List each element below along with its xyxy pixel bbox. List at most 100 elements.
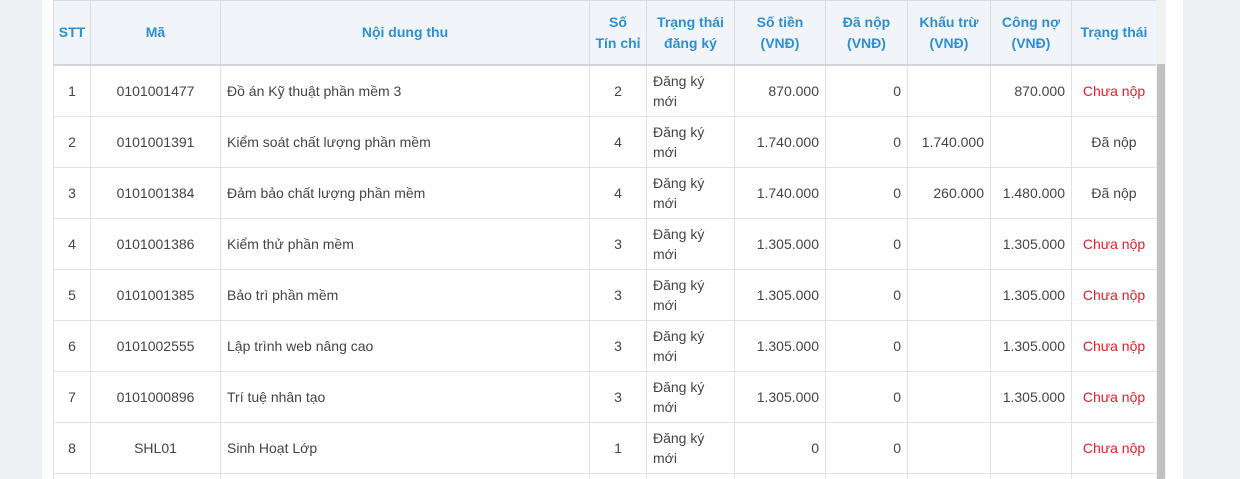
cell-credits: 2: [589, 64, 647, 117]
cell-debt: 1.305.000: [990, 320, 1072, 372]
header-amount[interactable]: Số tiền (VNĐ): [734, 0, 826, 66]
cell-deduction: [907, 320, 991, 372]
table-row-partial[interactable]: [53, 473, 1156, 479]
cell-debt: [990, 116, 1072, 168]
header-row: STT Mã Nội dung thu Số Tín chỉ Trạng thái…: [53, 0, 1156, 66]
cell-registration-status: Đăng ký mới: [646, 64, 735, 117]
cell-code: SHL01: [90, 422, 221, 474]
cell-code: 0101001385: [90, 269, 221, 321]
cell-status: Chưa nộp: [1071, 320, 1156, 372]
table-row[interactable]: 4 0101001386 Kiểm thử phần mềm 3 Đăng ký…: [53, 218, 1156, 270]
cell-content: Kiểm soát chất lượng phần mềm: [220, 116, 590, 168]
header-content[interactable]: Nội dung thu: [220, 0, 590, 66]
table-vertical-scrollbar[interactable]: [1156, 0, 1166, 479]
cell-registration-status: Đăng ký mới: [646, 320, 735, 372]
cell-content: Sinh Hoạt Lớp: [220, 422, 590, 474]
header-status[interactable]: Trạng thái: [1071, 0, 1156, 66]
cell-status: Đã nộp: [1071, 167, 1156, 219]
cell-deduction: 1.740.000: [907, 116, 991, 168]
cell-empty: [589, 473, 647, 479]
cell-paid: 0: [825, 422, 908, 474]
cell-debt: 1.480.000: [990, 167, 1072, 219]
cell-amount: 1.305.000: [734, 269, 826, 321]
table-row[interactable]: 1 0101001477 Đồ án Kỹ thuật phần mềm 3 2…: [53, 64, 1156, 117]
fee-table-container: STT Mã Nội dung thu Số Tín chỉ Trạng thái…: [53, 0, 1156, 479]
cell-deduction: [907, 371, 991, 423]
header-registration-status[interactable]: Trạng thái đăng ký: [646, 0, 735, 66]
cell-credits: 3: [589, 218, 647, 270]
cell-stt: 3: [53, 167, 91, 219]
table-row[interactable]: 7 0101000896 Trí tuệ nhân tạo 3 Đăng ký m…: [53, 371, 1156, 423]
cell-debt: 870.000: [990, 64, 1072, 117]
cell-status: Chưa nộp: [1071, 218, 1156, 270]
header-debt[interactable]: Công nợ (VNĐ): [990, 0, 1072, 66]
cell-deduction: [907, 269, 991, 321]
header-credits[interactable]: Số Tín chỉ: [589, 0, 647, 66]
cell-content: Lập trình web nâng cao: [220, 320, 590, 372]
header-code[interactable]: Mã: [90, 0, 221, 66]
cell-deduction: [907, 422, 991, 474]
cell-stt: 7: [53, 371, 91, 423]
cell-code: 0101001391: [90, 116, 221, 168]
cell-credits: 3: [589, 269, 647, 321]
cell-code: 0101001384: [90, 167, 221, 219]
table-row[interactable]: 5 0101001385 Bảo trì phần mềm 3 Đăng ký m…: [53, 269, 1156, 321]
fee-table: STT Mã Nội dung thu Số Tín chỉ Trạng thái…: [53, 0, 1156, 479]
cell-status: Chưa nộp: [1071, 269, 1156, 321]
cell-credits: 4: [589, 167, 647, 219]
cell-deduction: [907, 64, 991, 117]
header-paid[interactable]: Đã nộp (VNĐ): [825, 0, 908, 66]
cell-status: Chưa nộp: [1071, 64, 1156, 117]
cell-empty: [646, 473, 735, 479]
cell-stt: 8: [53, 422, 91, 474]
cell-registration-status: Đăng ký mới: [646, 116, 735, 168]
cell-status: Đã nộp: [1071, 116, 1156, 168]
cell-empty: [825, 473, 908, 479]
cell-paid: 0: [825, 320, 908, 372]
cell-paid: 0: [825, 371, 908, 423]
cell-empty: [90, 473, 221, 479]
cell-amount: 1.305.000: [734, 320, 826, 372]
cell-credits: 1: [589, 422, 647, 474]
table-row[interactable]: 8 SHL01 Sinh Hoạt Lớp 1 Đăng ký mới 0 0 C…: [53, 422, 1156, 474]
cell-empty: [1071, 473, 1156, 479]
cell-stt: 5: [53, 269, 91, 321]
cell-content: Kiểm thử phần mềm: [220, 218, 590, 270]
table-body: 1 0101001477 Đồ án Kỹ thuật phần mềm 3 2…: [53, 64, 1156, 479]
cell-paid: 0: [825, 116, 908, 168]
cell-registration-status: Đăng ký mới: [646, 422, 735, 474]
cell-content: Trí tuệ nhân tạo: [220, 371, 590, 423]
cell-deduction: 260.000: [907, 167, 991, 219]
cell-amount: 1.305.000: [734, 371, 826, 423]
cell-registration-status: Đăng ký mới: [646, 218, 735, 270]
table-header: STT Mã Nội dung thu Số Tín chỉ Trạng thái…: [53, 0, 1156, 66]
cell-paid: 0: [825, 167, 908, 219]
cell-empty: [734, 473, 826, 479]
header-stt[interactable]: STT: [53, 0, 91, 66]
cell-credits: 4: [589, 116, 647, 168]
cell-paid: 0: [825, 218, 908, 270]
cell-debt: [990, 422, 1072, 474]
header-deduction[interactable]: Khấu trừ (VNĐ): [907, 0, 991, 66]
cell-registration-status: Đăng ký mới: [646, 167, 735, 219]
scrollbar-thumb[interactable]: [1157, 64, 1165, 479]
cell-content: Đồ án Kỹ thuật phần mềm 3: [220, 64, 590, 117]
cell-paid: 0: [825, 64, 908, 117]
table-row[interactable]: 2 0101001391 Kiểm soát chất lượng phần m…: [53, 116, 1156, 168]
cell-credits: 3: [589, 371, 647, 423]
fee-panel: STT Mã Nội dung thu Số Tín chỉ Trạng thái…: [42, 0, 1183, 479]
cell-code: 0101001477: [90, 64, 221, 117]
cell-deduction: [907, 218, 991, 270]
table-row[interactable]: 6 0101002555 Lập trình web nâng cao 3 Đă…: [53, 320, 1156, 372]
cell-content: Bảo trì phần mềm: [220, 269, 590, 321]
cell-empty: [907, 473, 991, 479]
cell-amount: 870.000: [734, 64, 826, 117]
cell-debt: 1.305.000: [990, 269, 1072, 321]
cell-paid: 0: [825, 269, 908, 321]
table-row[interactable]: 3 0101001384 Đảm bảo chất lượng phần mềm…: [53, 167, 1156, 219]
cell-debt: 1.305.000: [990, 371, 1072, 423]
cell-content: Đảm bảo chất lượng phần mềm: [220, 167, 590, 219]
cell-amount: 1.305.000: [734, 218, 826, 270]
cell-stt: 6: [53, 320, 91, 372]
cell-stt: 2: [53, 116, 91, 168]
